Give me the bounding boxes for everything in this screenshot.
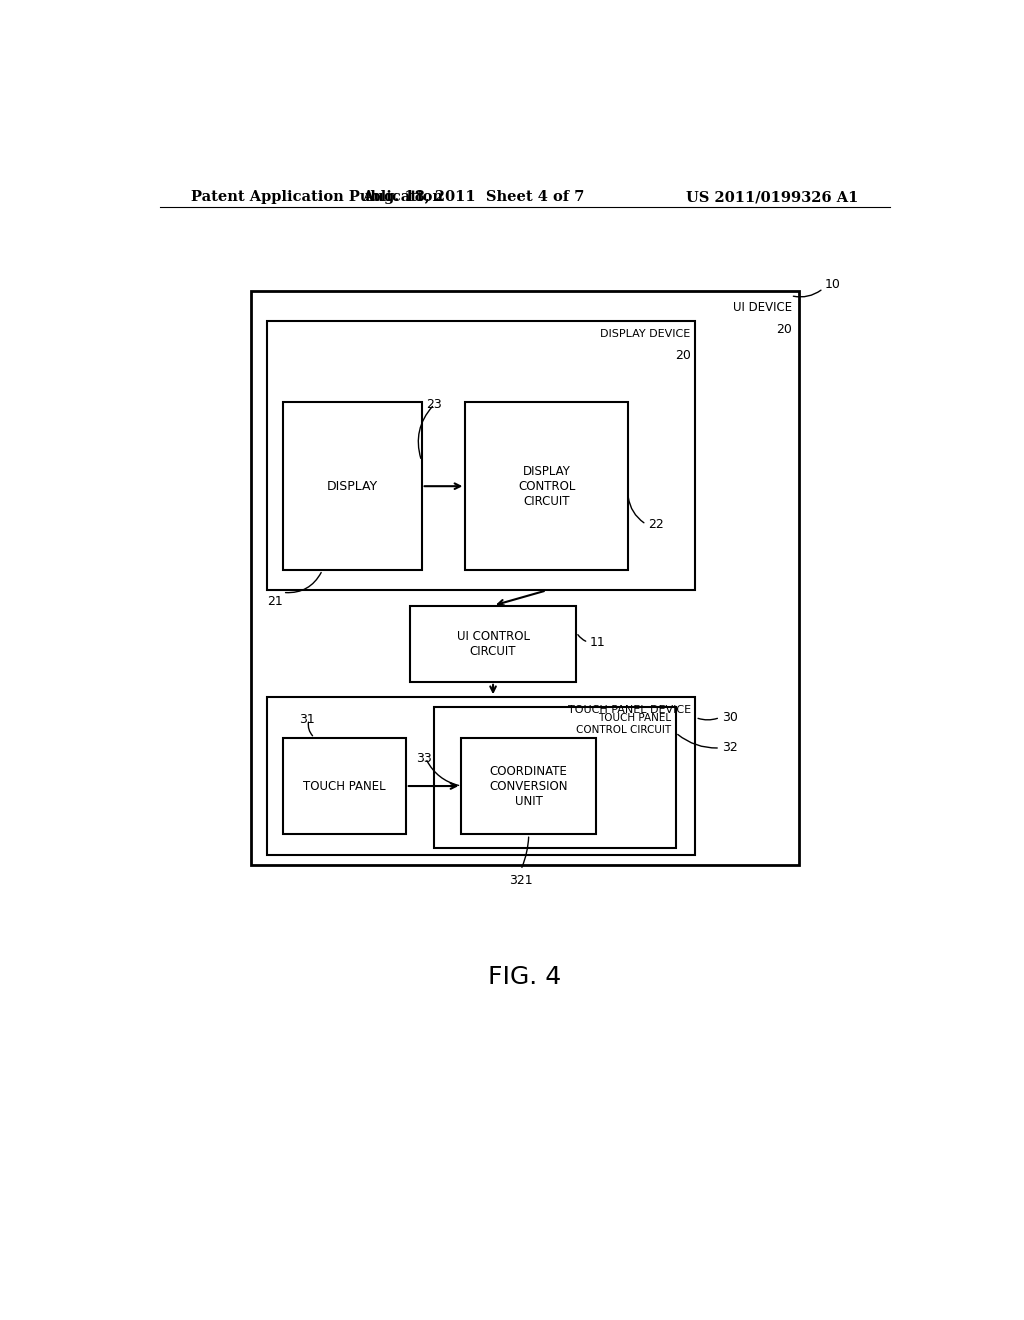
Text: TOUCH PANEL DEVICE: TOUCH PANEL DEVICE xyxy=(567,705,690,715)
Bar xyxy=(465,403,628,570)
Text: 10: 10 xyxy=(824,279,841,290)
Bar xyxy=(267,697,695,854)
Text: 30: 30 xyxy=(722,711,737,723)
Text: TOUCH PANEL
CONTROL CIRCUIT: TOUCH PANEL CONTROL CIRCUIT xyxy=(575,713,671,735)
Text: DISPLAY DEVICE: DISPLAY DEVICE xyxy=(600,329,690,339)
Text: DISPLAY: DISPLAY xyxy=(327,479,378,492)
Bar xyxy=(433,708,676,847)
Text: UI DEVICE: UI DEVICE xyxy=(733,301,793,314)
Bar xyxy=(410,606,577,682)
Bar xyxy=(267,321,695,590)
Text: UI CONTROL
CIRCUIT: UI CONTROL CIRCUIT xyxy=(457,630,529,657)
Text: Aug. 18, 2011  Sheet 4 of 7: Aug. 18, 2011 Sheet 4 of 7 xyxy=(362,190,585,205)
Text: Patent Application Publication: Patent Application Publication xyxy=(191,190,443,205)
Text: COORDINATE
CONVERSION
UNIT: COORDINATE CONVERSION UNIT xyxy=(489,764,568,808)
Text: 31: 31 xyxy=(299,713,314,726)
Text: 11: 11 xyxy=(590,636,605,648)
Text: TOUCH PANEL: TOUCH PANEL xyxy=(303,780,386,792)
Text: FIG. 4: FIG. 4 xyxy=(488,965,561,989)
Text: 23: 23 xyxy=(426,397,442,411)
Text: US 2011/0199326 A1: US 2011/0199326 A1 xyxy=(686,190,858,205)
Text: 20: 20 xyxy=(776,323,793,337)
Text: 33: 33 xyxy=(416,751,432,764)
Text: 20: 20 xyxy=(675,350,690,363)
Text: 32: 32 xyxy=(722,742,737,755)
Bar xyxy=(283,403,422,570)
Text: 21: 21 xyxy=(267,595,283,609)
Bar xyxy=(251,290,799,865)
Text: 22: 22 xyxy=(648,517,664,531)
Bar xyxy=(461,738,596,834)
Text: DISPLAY
CONTROL
CIRCUIT: DISPLAY CONTROL CIRCUIT xyxy=(518,465,575,508)
Text: 321: 321 xyxy=(509,874,532,887)
Bar xyxy=(283,738,406,834)
